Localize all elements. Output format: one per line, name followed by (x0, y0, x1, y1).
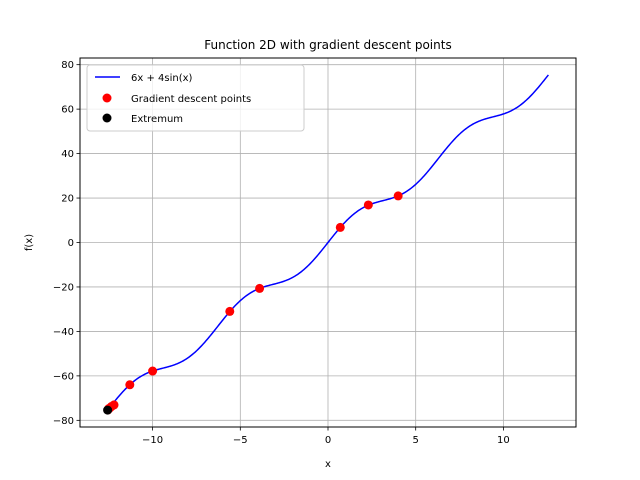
x-tick-label: −10 (142, 435, 163, 446)
y-tick-label: −80 (53, 416, 74, 427)
legend: 6x + 4sin(x) Gradient descent points Ext… (86, 64, 305, 132)
gradient-descent-point (225, 306, 235, 316)
x-tick-label: 10 (497, 435, 510, 446)
plot-area (103, 74, 549, 415)
gradient-descent-point (335, 222, 345, 232)
series-line-function (107, 74, 549, 411)
legend-box (86, 64, 305, 132)
y-tick-label: 0 (68, 238, 74, 249)
ticks: −10 −5 0 5 10 −80 −60 −40 −20 0 20 40 60 80 (53, 60, 510, 446)
legend-entry-function: 6x + 4sin(x) (131, 73, 193, 84)
chart-title: Function 2D with gradient descent points (204, 38, 451, 52)
legend-entry-gradient-points: Gradient descent points (131, 94, 251, 105)
legend-red-marker (102, 93, 112, 103)
x-axis-label: x (325, 459, 331, 470)
y-axis-label: f(x) (24, 234, 35, 251)
y-tick-label: −40 (53, 327, 74, 338)
gradient-descent-point (255, 283, 265, 293)
x-tick-label: 5 (413, 435, 419, 446)
y-tick-label: −60 (53, 371, 74, 382)
y-tick-label: 20 (61, 194, 74, 205)
y-tick-label: −20 (53, 282, 74, 293)
gradient-descent-point (363, 200, 373, 210)
legend-black-marker (102, 113, 112, 123)
gradient-descent-point (125, 380, 135, 390)
gradient-descent-point (393, 191, 403, 201)
x-tick-label: −5 (233, 435, 248, 446)
y-tick-label: 60 (61, 105, 74, 116)
y-tick-label: 40 (61, 149, 74, 160)
gradient-descent-point (148, 366, 158, 376)
extremum-point (103, 405, 113, 415)
y-tick-label: 80 (61, 60, 74, 71)
legend-entry-extremum: Extremum (131, 114, 183, 125)
x-tick-label: 0 (325, 435, 331, 446)
